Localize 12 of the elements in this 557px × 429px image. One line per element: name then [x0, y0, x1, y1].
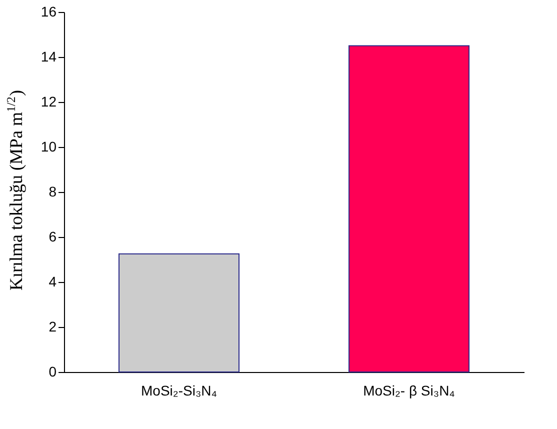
y-tick-label: 6: [48, 228, 57, 244]
y-tick-label: 8: [48, 184, 57, 200]
y-tick-label: 10: [40, 138, 57, 154]
y-tick-label: 16: [40, 4, 57, 20]
x-tick-label: MoSi₂-Si₃N₄: [141, 382, 218, 398]
y-tick-label: 12: [40, 94, 57, 110]
y-axis-title: Kırılma tokluğu (MPa m1/2): [4, 90, 26, 290]
y-tick-label: 4: [48, 274, 57, 290]
y-tick-label: 14: [40, 48, 57, 64]
y-tick-label: 2: [48, 318, 57, 334]
y-tick-label: 0: [48, 364, 57, 380]
x-tick-label: MoSi₂- β Si₃N₄: [363, 382, 456, 398]
